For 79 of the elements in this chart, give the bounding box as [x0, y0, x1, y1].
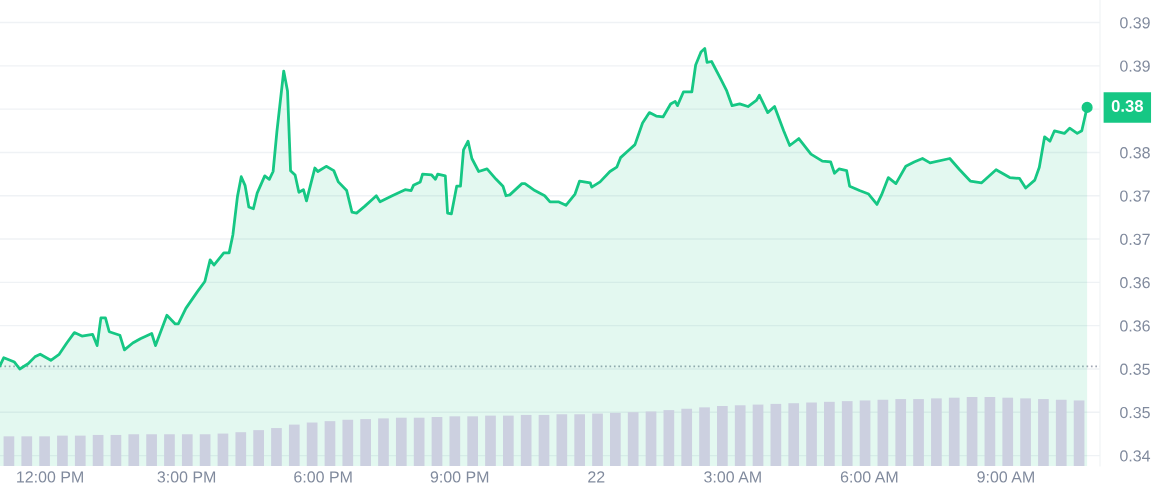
- bar: [306, 422, 318, 466]
- bar: [966, 397, 978, 466]
- bar: [502, 415, 514, 466]
- bar: [681, 408, 693, 466]
- bar: [235, 432, 247, 466]
- bar: [128, 434, 140, 466]
- bar: [1020, 398, 1031, 466]
- y-tick-label: 0.37: [1120, 190, 1150, 202]
- bar: [146, 434, 157, 466]
- bar: [199, 434, 211, 466]
- bar: [788, 403, 800, 466]
- x-tick-label: 12:00 PM: [17, 471, 83, 483]
- bar: [806, 402, 817, 466]
- bar: [449, 416, 461, 466]
- bar: [984, 397, 996, 466]
- y-tick-label: 0.38: [1120, 147, 1150, 159]
- bar: [663, 410, 675, 466]
- x-tick-label: 6:00 PM: [294, 471, 352, 483]
- bar: [74, 435, 86, 466]
- bar: [734, 405, 746, 466]
- bar: [877, 399, 889, 466]
- bar: [21, 436, 33, 466]
- x-tick-label: 22: [588, 471, 605, 483]
- bar: [556, 414, 568, 466]
- bar: [3, 436, 15, 466]
- bar: [92, 434, 104, 466]
- bar: [859, 400, 871, 466]
- bar: [931, 398, 942, 466]
- bar: [467, 416, 479, 466]
- bar: [395, 417, 407, 466]
- bar: [1073, 400, 1085, 466]
- bar: [378, 418, 389, 466]
- bar: [752, 404, 764, 466]
- y-tick-label: 0.37: [1120, 233, 1150, 246]
- bar: [253, 430, 264, 466]
- bar: [217, 433, 229, 466]
- y-tick-label: 0.35: [1120, 363, 1150, 375]
- bar: [609, 412, 621, 466]
- bar: [895, 399, 907, 466]
- bar: [324, 421, 336, 466]
- bar: [841, 401, 853, 466]
- bar: [574, 414, 586, 466]
- bar: [271, 428, 282, 466]
- bar: [1055, 399, 1067, 466]
- x-tick-label: 6:00 AM: [840, 471, 898, 483]
- bar: [592, 413, 603, 466]
- bar: [717, 405, 728, 466]
- bar: [913, 399, 924, 466]
- bar: [520, 414, 532, 466]
- bar: [288, 424, 300, 466]
- y-tick-label: 0.39: [1120, 60, 1150, 72]
- bar: [538, 414, 550, 466]
- y-tick-label: 0.36: [1120, 320, 1150, 332]
- bar: [342, 419, 354, 466]
- x-tick-label: 3:00 PM: [157, 471, 216, 483]
- x-tick-label: 3:00 AM: [704, 471, 761, 483]
- bar: [948, 397, 960, 466]
- bar: [699, 407, 710, 466]
- bar: [645, 411, 657, 466]
- x-tick-label: 9:00 AM: [977, 471, 1034, 483]
- bar: [627, 412, 639, 466]
- bar: [770, 403, 782, 466]
- bar: [1038, 399, 1049, 466]
- y-tick-label: 0.39: [1120, 17, 1150, 29]
- bar: [360, 419, 371, 466]
- bar: [110, 434, 122, 466]
- bar: [39, 436, 50, 466]
- bar: [1002, 397, 1014, 466]
- x-tick-label: 9:00 PM: [430, 471, 489, 483]
- bar: [431, 417, 443, 466]
- y-tick-label: 0.35: [1120, 406, 1150, 419]
- bar: [824, 401, 835, 466]
- bar: [164, 434, 175, 466]
- bar: [413, 417, 425, 466]
- bar: [57, 435, 68, 466]
- y-tick-label: 0.36: [1120, 277, 1150, 289]
- bar: [485, 415, 496, 466]
- bar: [181, 434, 193, 466]
- y-tick-label: 0.34: [1120, 450, 1151, 462]
